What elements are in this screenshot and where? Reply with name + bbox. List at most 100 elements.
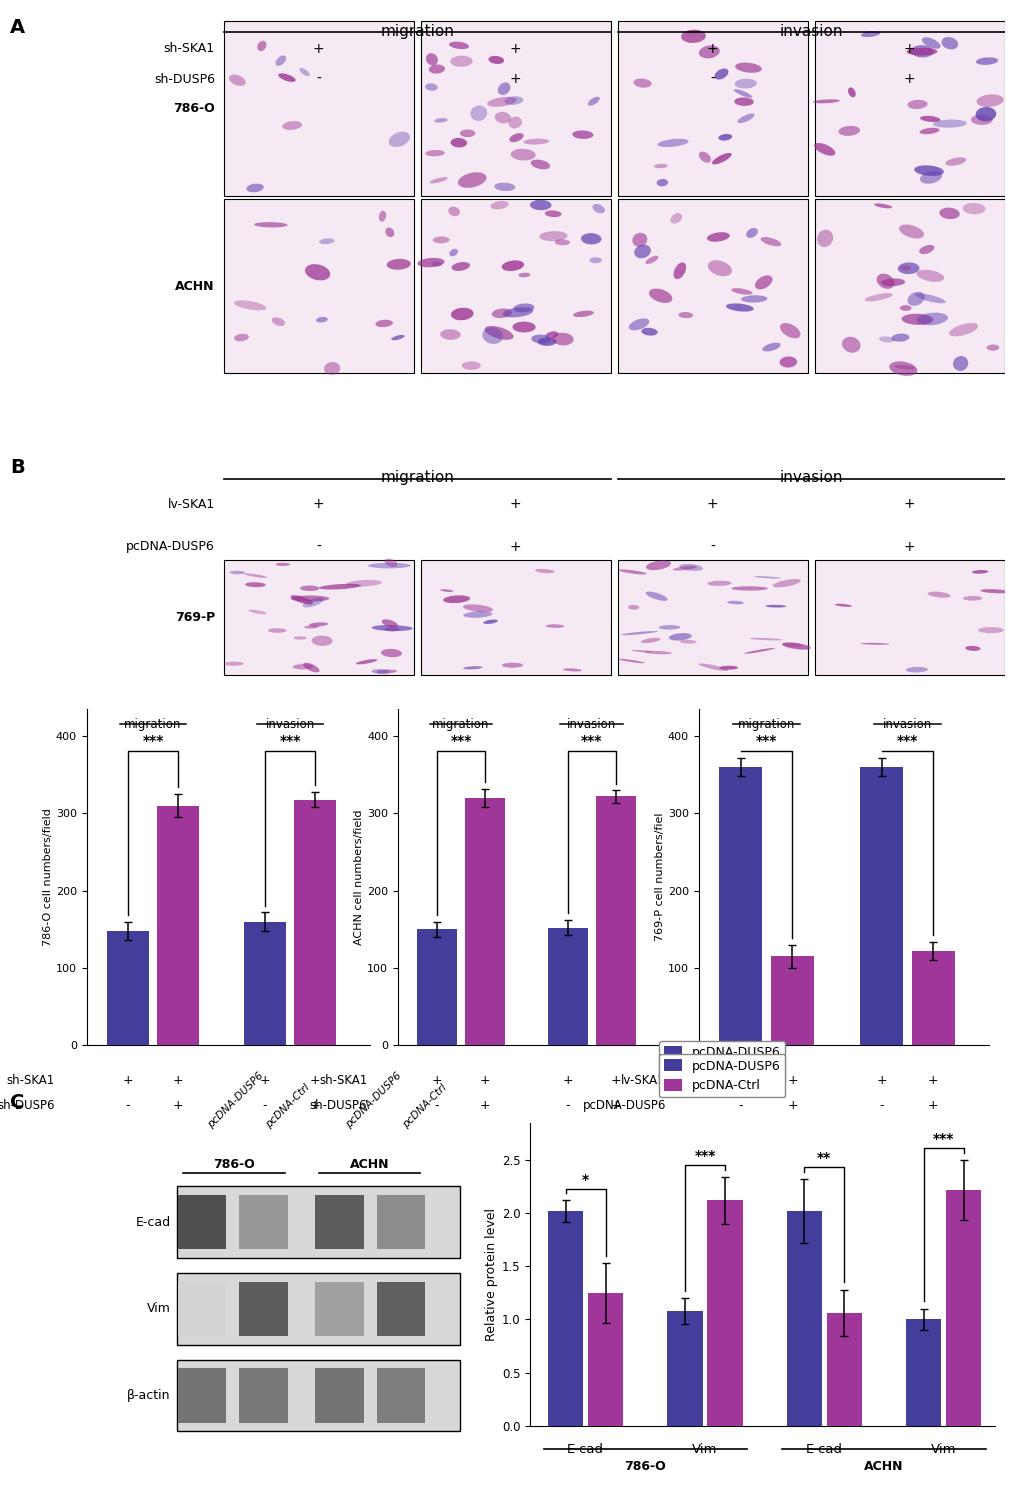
Ellipse shape [681, 30, 705, 43]
Text: sh-DUSP6: sh-DUSP6 [154, 73, 215, 85]
Text: 786-O: 786-O [173, 102, 215, 115]
Ellipse shape [679, 640, 696, 643]
Ellipse shape [698, 152, 710, 163]
Ellipse shape [539, 231, 567, 240]
Text: E-cad: E-cad [136, 1215, 170, 1229]
Bar [825, 1312, 861, 1426]
Text: 786-O: 786-O [624, 1460, 665, 1474]
Y-axis label: 786-O cell numbers/field: 786-O cell numbers/field [43, 808, 53, 947]
Ellipse shape [891, 333, 909, 342]
Text: +: + [787, 1073, 797, 1087]
Bar [547, 1211, 583, 1426]
Text: pcDNA-DUSP6: pcDNA-DUSP6 [343, 1070, 404, 1130]
Ellipse shape [782, 642, 810, 649]
Bar [595, 796, 635, 1045]
Ellipse shape [303, 597, 324, 608]
Ellipse shape [428, 64, 444, 73]
Text: +: + [172, 1073, 183, 1087]
Y-axis label: ACHN cell numbers/field: ACHN cell numbers/field [354, 809, 364, 945]
FancyBboxPatch shape [421, 199, 610, 373]
Text: +: + [927, 1073, 937, 1087]
Ellipse shape [679, 564, 702, 570]
Ellipse shape [257, 40, 266, 51]
Ellipse shape [376, 669, 396, 673]
Ellipse shape [926, 591, 950, 597]
Text: +: + [561, 1073, 573, 1087]
Ellipse shape [975, 94, 1003, 107]
Ellipse shape [906, 48, 936, 55]
Text: invasion: invasion [265, 718, 315, 730]
Text: sh-SKA1: sh-SKA1 [6, 1073, 55, 1087]
Ellipse shape [977, 627, 1003, 633]
Ellipse shape [386, 258, 411, 270]
Ellipse shape [463, 666, 482, 669]
Ellipse shape [381, 620, 397, 627]
Text: E-cad: E-cad [567, 1442, 603, 1456]
Ellipse shape [304, 626, 318, 629]
Bar [706, 1200, 742, 1426]
Ellipse shape [384, 558, 397, 567]
Ellipse shape [460, 130, 475, 137]
Bar [244, 921, 285, 1045]
Ellipse shape [345, 579, 381, 587]
Ellipse shape [673, 566, 696, 570]
Text: ***: *** [896, 733, 917, 748]
FancyBboxPatch shape [421, 21, 610, 196]
Ellipse shape [621, 632, 657, 635]
Ellipse shape [919, 116, 940, 122]
FancyBboxPatch shape [223, 21, 414, 196]
Text: -: - [316, 72, 321, 87]
Ellipse shape [275, 55, 286, 66]
FancyBboxPatch shape [814, 199, 1004, 373]
Ellipse shape [656, 179, 667, 187]
Ellipse shape [511, 149, 535, 161]
Bar [786, 1211, 821, 1426]
Ellipse shape [371, 626, 413, 632]
Ellipse shape [448, 206, 460, 216]
Text: +: + [510, 540, 521, 554]
Ellipse shape [502, 308, 533, 318]
Ellipse shape [907, 291, 924, 306]
Text: *: * [582, 1172, 589, 1187]
Text: +: + [122, 1073, 133, 1087]
Ellipse shape [726, 303, 753, 312]
Ellipse shape [631, 649, 651, 652]
Text: migration: migration [380, 24, 453, 39]
Text: +: + [610, 1099, 621, 1112]
Ellipse shape [552, 333, 573, 345]
Text: +: + [903, 42, 915, 55]
Ellipse shape [919, 172, 942, 184]
Ellipse shape [632, 233, 647, 246]
Ellipse shape [448, 42, 469, 49]
Ellipse shape [749, 638, 782, 640]
Text: -: - [125, 1099, 130, 1112]
Ellipse shape [847, 88, 855, 97]
Text: -: - [316, 540, 321, 554]
Ellipse shape [657, 139, 688, 148]
Text: sh-DUSP6: sh-DUSP6 [310, 1099, 367, 1112]
FancyBboxPatch shape [618, 21, 807, 196]
Text: +: + [431, 1073, 442, 1087]
Ellipse shape [734, 79, 756, 88]
Ellipse shape [971, 570, 987, 573]
Ellipse shape [293, 636, 307, 639]
FancyBboxPatch shape [315, 1194, 364, 1250]
Ellipse shape [425, 149, 444, 157]
Ellipse shape [562, 669, 581, 672]
Ellipse shape [417, 258, 444, 267]
Text: +: + [927, 1099, 937, 1112]
Ellipse shape [368, 563, 411, 569]
Text: pcDNA-DUSP6: pcDNA-DUSP6 [582, 1099, 665, 1112]
Ellipse shape [537, 337, 556, 346]
Bar [417, 929, 457, 1045]
Ellipse shape [941, 37, 957, 49]
Ellipse shape [707, 581, 731, 585]
Ellipse shape [554, 239, 570, 245]
Ellipse shape [648, 288, 672, 303]
Bar [911, 951, 954, 1045]
FancyBboxPatch shape [176, 1360, 460, 1432]
Ellipse shape [640, 638, 660, 643]
Ellipse shape [964, 646, 979, 651]
Ellipse shape [504, 96, 523, 105]
Ellipse shape [618, 569, 646, 575]
